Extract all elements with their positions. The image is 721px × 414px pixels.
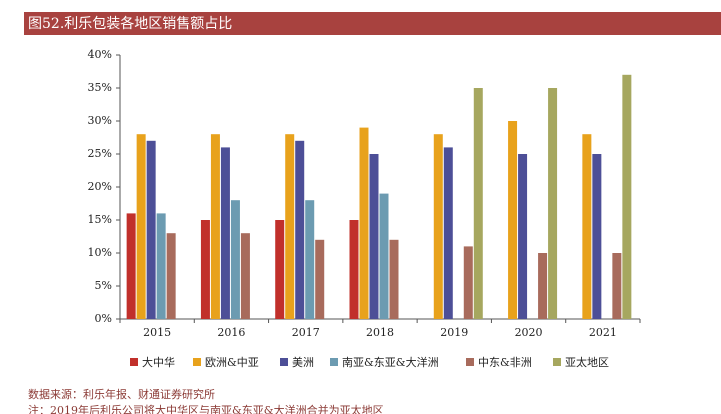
bar (240, 233, 250, 319)
bar (612, 253, 622, 319)
bar (443, 147, 453, 319)
bar (285, 134, 295, 319)
legend-swatch (330, 358, 338, 366)
x-tick-label: 2016 (217, 326, 245, 339)
bar (315, 239, 325, 319)
bar (548, 88, 558, 319)
legend-swatch (130, 358, 138, 366)
x-tick-label: 2015 (143, 326, 171, 339)
x-tick-label: 2018 (366, 326, 394, 339)
bar (230, 200, 240, 319)
y-tick-label: 30% (88, 114, 112, 127)
bar (389, 239, 399, 319)
legend-label: 美洲 (292, 356, 314, 369)
bar (433, 134, 443, 319)
bar (473, 88, 483, 319)
y-tick-label: 20% (88, 180, 112, 193)
bar (369, 154, 379, 319)
bar (463, 246, 473, 319)
legend-swatch (193, 358, 201, 366)
x-tick-label: 2020 (515, 326, 543, 339)
y-tick-label: 10% (88, 246, 112, 259)
x-tick-label: 2021 (589, 326, 617, 339)
header-bar (24, 12, 721, 35)
bar (538, 253, 548, 319)
bar (146, 140, 156, 319)
x-tick-label: 2019 (440, 326, 468, 339)
bar (582, 134, 592, 319)
x-tick-label: 2017 (292, 326, 320, 339)
header-title: 图52.利乐包装各地区销售额占比 (28, 16, 232, 32)
bar (166, 233, 176, 319)
legend-swatch (280, 358, 288, 366)
bar (508, 121, 518, 319)
bar (220, 147, 230, 319)
legend-label: 南亚&东亚&大洋洲 (342, 355, 439, 369)
legend-swatch (553, 358, 561, 366)
y-tick-label: 0% (95, 312, 112, 325)
bar (136, 134, 146, 319)
legend-label: 中东&非洲 (478, 356, 532, 369)
bar (592, 154, 602, 319)
source: 数据来源：利乐年报、财通证券研究所 (28, 387, 215, 401)
bar (295, 140, 305, 319)
note: 注：2019年后利乐公司将大中华区与南亚&东亚&大洋洲合并为亚太地区 (28, 403, 384, 414)
y-tick-label: 15% (88, 213, 112, 226)
bar (156, 213, 166, 319)
y-tick-label: 40% (88, 48, 112, 61)
y-tick-label: 25% (88, 147, 112, 160)
bar (210, 134, 220, 319)
bar (305, 200, 315, 319)
legend-label: 亚太地区 (565, 356, 609, 369)
legend-label: 欧洲&中亚 (205, 356, 259, 369)
bar (126, 213, 136, 319)
y-tick-label: 5% (95, 279, 112, 292)
bar (349, 220, 359, 319)
bar (275, 220, 285, 319)
bar (379, 193, 389, 319)
bar (359, 127, 369, 319)
y-tick-label: 35% (88, 81, 112, 94)
legend-label: 大中华 (142, 355, 175, 369)
bar (622, 74, 632, 319)
bar (200, 220, 210, 319)
legend-swatch (466, 358, 474, 366)
bar (518, 154, 528, 319)
